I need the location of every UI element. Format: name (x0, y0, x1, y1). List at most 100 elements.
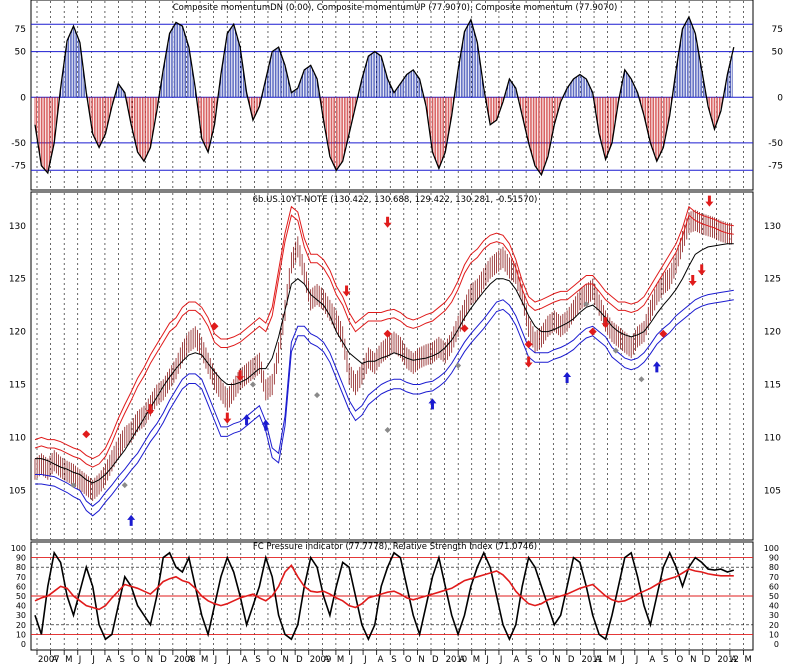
y-tick-label-left: 130 (9, 222, 26, 232)
y-tick-label-left: 60 (16, 582, 26, 591)
x-tick-label: J (227, 655, 231, 664)
x-tick-label: N (147, 655, 153, 664)
y-tick-label-right: 30 (769, 611, 779, 620)
x-tick-label: J (499, 655, 503, 664)
y-tick-label-left: 105 (9, 486, 26, 496)
x-tick-label: A (242, 655, 248, 664)
y-tick-label-right: 50 (772, 48, 784, 58)
x-tick-label: A (595, 655, 601, 664)
x-tick-label: 2010 (446, 655, 468, 664)
x-tick-label: S (391, 655, 396, 664)
x-tick-label: S (120, 655, 125, 664)
y-tick-label-right: 125 (764, 275, 781, 285)
red-diamond (524, 340, 533, 349)
y-tick-label-right: 60 (769, 582, 779, 591)
gray-diamond (70, 482, 77, 489)
y-tick-label-right: 105 (764, 486, 781, 496)
x-tick-label: 2011 (581, 655, 603, 664)
y-tick-label-right: -75 (768, 162, 783, 172)
y-tick-label-right: 10 (769, 630, 779, 639)
y-tick-label-right: 20 (769, 621, 779, 630)
y-tick-label-right: 50 (769, 592, 779, 601)
upper-band (34, 214, 734, 468)
x-tick-label: J (349, 655, 353, 664)
x-tick-label: A (649, 655, 655, 664)
sell-arrow (688, 274, 697, 286)
x-tick-label: J (485, 655, 489, 664)
y-tick-label-left: 120 (9, 328, 26, 338)
buy-arrow (563, 371, 572, 383)
x-tick-label: 2012 (717, 655, 739, 664)
x-tick-label: N (554, 655, 560, 664)
x-tick-label: J (91, 655, 95, 664)
red-diamond (460, 324, 469, 333)
y-tick-label-right: 75 (772, 25, 783, 35)
y-tick-label-left: 10 (16, 630, 26, 639)
y-tick-label-right: 90 (769, 554, 779, 563)
y-tick-label-left: 50 (16, 592, 26, 601)
y-tick-label-left: 20 (16, 621, 26, 630)
pressure-panel-title: FC Pressure indicator (77.7778), Relativ… (253, 542, 537, 552)
y-tick-label-left: 125 (9, 275, 26, 285)
sell-arrow (236, 370, 245, 382)
x-tick-label: N (283, 655, 289, 664)
gray-diamond (314, 392, 321, 399)
x-tick-label: A (106, 655, 112, 664)
red-diamond (659, 329, 668, 338)
buy-arrow (127, 514, 136, 526)
buy-arrow (428, 398, 437, 410)
fc-pressure-line (34, 550, 735, 642)
y-tick-label-left: -50 (11, 139, 26, 149)
gray-diamond (638, 376, 645, 383)
sell-arrow (342, 285, 351, 297)
x-tick-label: 2008 (174, 655, 196, 664)
y-tick-label-left: 0 (21, 640, 26, 649)
x-tick-label: M (744, 655, 751, 664)
panel-frame (30, 0, 754, 191)
red-diamond (588, 327, 597, 336)
x-tick-label: D (432, 655, 439, 664)
x-tick-label: A (52, 655, 58, 664)
y-tick-label-right: 0 (774, 640, 779, 649)
x-tick-label: J (214, 655, 218, 664)
x-tick-label: A (514, 655, 520, 664)
x-tick-label: S (527, 655, 532, 664)
y-tick-label-left: 0 (20, 93, 26, 103)
sell-arrow (705, 195, 714, 207)
gray-diamond (455, 362, 462, 369)
y-tick-label-left: 75 (15, 25, 26, 35)
y-tick-label-right: 40 (769, 602, 779, 611)
y-tick-label-right: 130 (764, 222, 781, 232)
gray-diamond (384, 427, 391, 434)
lower-band-outer (35, 299, 734, 517)
x-tick-label: A (323, 655, 329, 664)
y-tick-label-left: 90 (16, 554, 26, 563)
red-diamond (383, 329, 392, 338)
x-tick-label: M (337, 655, 344, 664)
momentum-panel: 75 75 50 50 0 0 -50 -50 -75 -75 (11, 0, 784, 191)
gray-diamond (612, 347, 619, 354)
x-tick-label: M (473, 655, 480, 664)
x-tick-label: N (418, 655, 424, 664)
buy-arrow (261, 419, 270, 431)
momentum-panel-title: Composite momentumDN (0.00), Composite m… (173, 3, 618, 13)
y-tick-label-right: 110 (764, 433, 781, 443)
price-panel: 130 130 125 125 120 120 115 115 110 110 105 105 (9, 191, 781, 541)
x-tick-label: J (621, 655, 625, 664)
x-tick-label: 2009 (310, 655, 332, 664)
rsi-line (34, 563, 734, 611)
x-tick-label: O (133, 655, 140, 664)
sell-arrow (223, 412, 232, 424)
x-tick-label: J (635, 655, 639, 664)
x-tick-label: M (65, 655, 72, 664)
y-tick-label-left: 30 (16, 611, 26, 620)
x-tick-label: J (363, 655, 367, 664)
red-diamond (82, 430, 91, 439)
buy-arrow (652, 361, 661, 373)
red-diamond (210, 322, 219, 331)
x-tick-label: S (663, 655, 668, 664)
x-tick-label: A (459, 655, 465, 664)
